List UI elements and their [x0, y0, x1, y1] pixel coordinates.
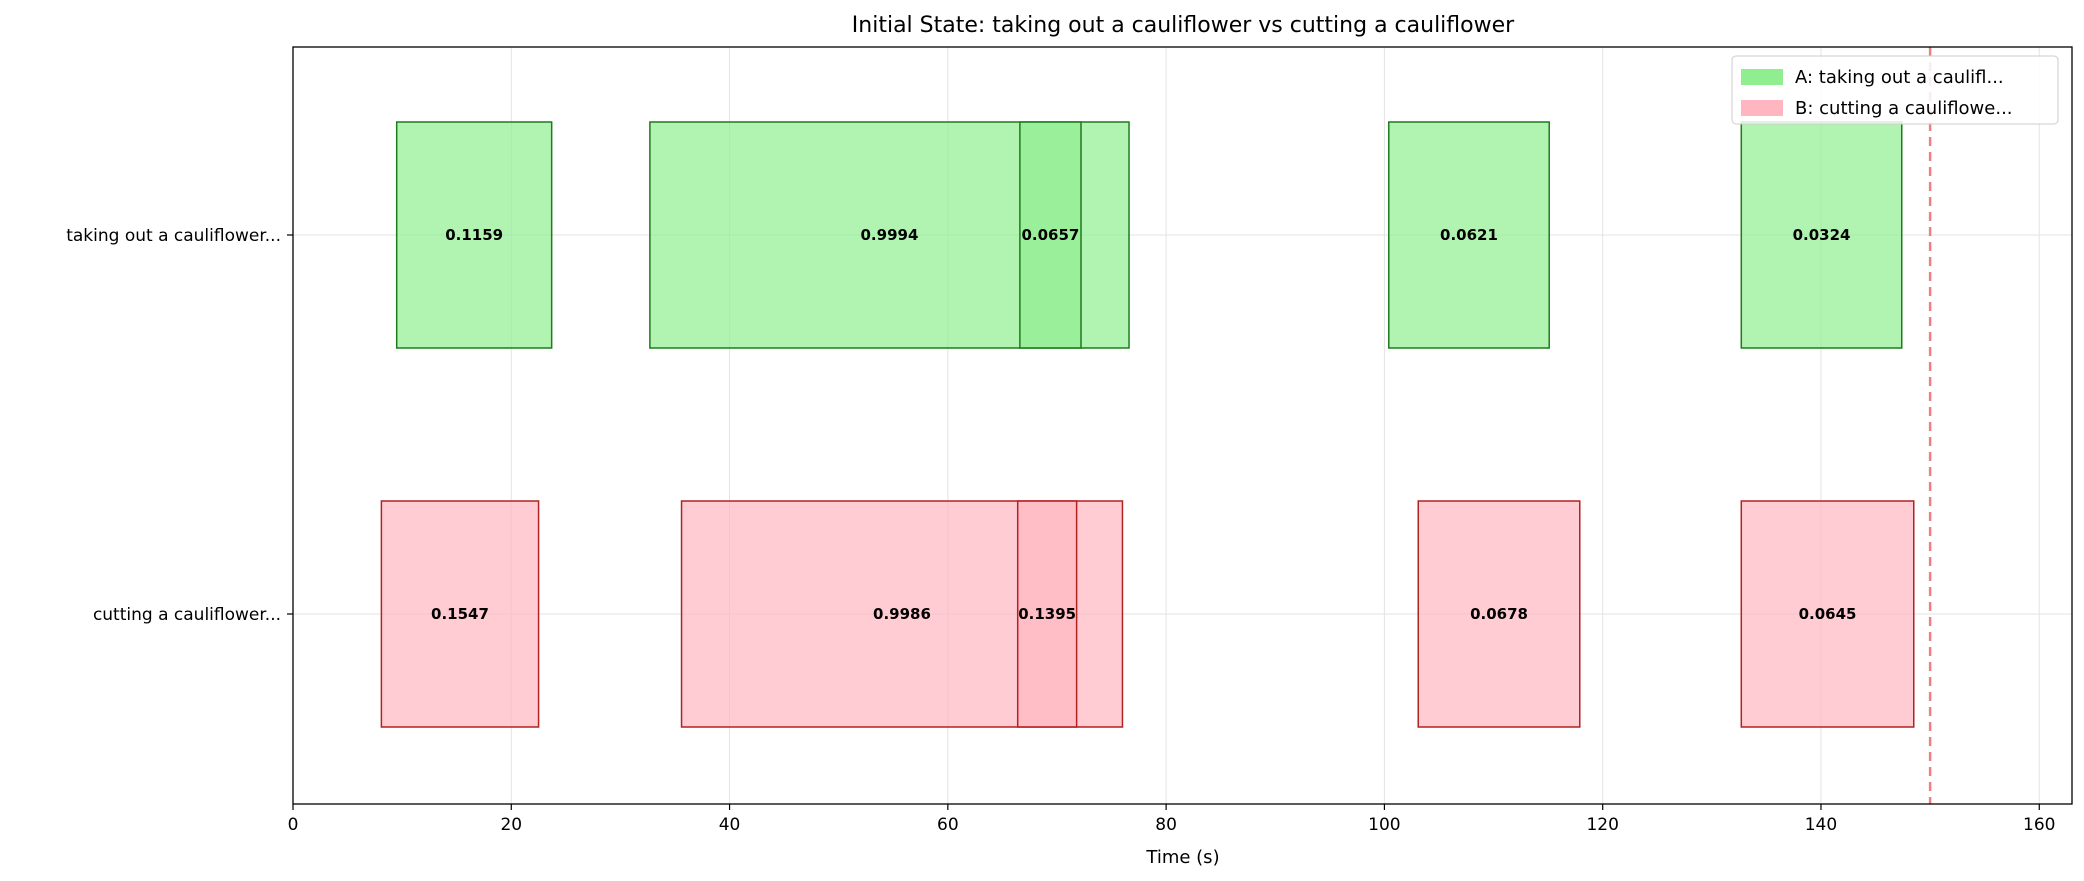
bar-value-label: 0.0324: [1793, 226, 1851, 244]
bar-value-label: 0.1159: [445, 226, 503, 244]
bar-segment-b-4: [1417, 500, 1581, 728]
bar-value-labels: 0.1159 0.9994 0.0657 0.0621 0.0324 0.1547 0.99…: [431, 226, 1856, 623]
x-tick-label: 140: [1805, 815, 1837, 835]
bar-segments: [380, 121, 1915, 728]
bar-value-label: 0.9986: [873, 605, 931, 623]
bar-segment-b-1: [380, 500, 540, 728]
bar-segment-a-1: [395, 121, 553, 349]
bar-segment-a-3: [1019, 121, 1082, 349]
legend-label-b: B: cutting a cauliflowe...: [1795, 98, 2013, 119]
legend-label-a: A: taking out a caulifl...: [1795, 67, 2004, 88]
y-tick-label-a: taking out a cauliflower...: [66, 226, 281, 246]
legend-swatch-b: [1741, 100, 1783, 116]
legend-swatch-a: [1741, 69, 1783, 85]
x-tick-label: 80: [1155, 815, 1177, 835]
bar-value-label: 0.0621: [1440, 226, 1498, 244]
x-tick-label: 0: [288, 815, 299, 835]
bar-value-label: 0.1395: [1018, 605, 1076, 623]
bar-value-label: 0.0645: [1799, 605, 1857, 623]
chart-title: Initial State: taking out a cauliflower …: [852, 13, 1515, 38]
x-tick-label: 160: [2023, 815, 2055, 835]
x-axis-ticks: 0 20 40 60 80 100 120 140 160: [288, 804, 2055, 835]
bar-segment-b-5: [1740, 500, 1915, 728]
bar-value-label: 0.0678: [1470, 605, 1528, 623]
x-tick-label: 40: [719, 815, 741, 835]
legend: A: taking out a caulifl... B: cutting a c…: [1731, 55, 2059, 125]
bar-segment-b-3: [1016, 500, 1078, 728]
x-tick-label: 60: [937, 815, 959, 835]
bar-value-label: 0.1547: [431, 605, 489, 623]
plot-frame: [292, 46, 2073, 805]
x-tick-label: 120: [1586, 815, 1618, 835]
bar-segment-a-5: [1740, 121, 1903, 349]
x-tick-label: 20: [500, 815, 522, 835]
bar-value-label: 0.9994: [861, 226, 919, 244]
x-tick-label: 100: [1368, 815, 1400, 835]
x-axis-label: Time (s): [1145, 847, 1219, 868]
legend-box: [1731, 55, 2059, 125]
bar-value-label: 0.0657: [1021, 226, 1079, 244]
bar-segment-a-4: [1388, 121, 1550, 349]
y-tick-label-b: cutting a cauliflower...: [93, 605, 281, 625]
y-axis-ticks: taking out a cauliflower... cutting a cau…: [66, 226, 293, 625]
